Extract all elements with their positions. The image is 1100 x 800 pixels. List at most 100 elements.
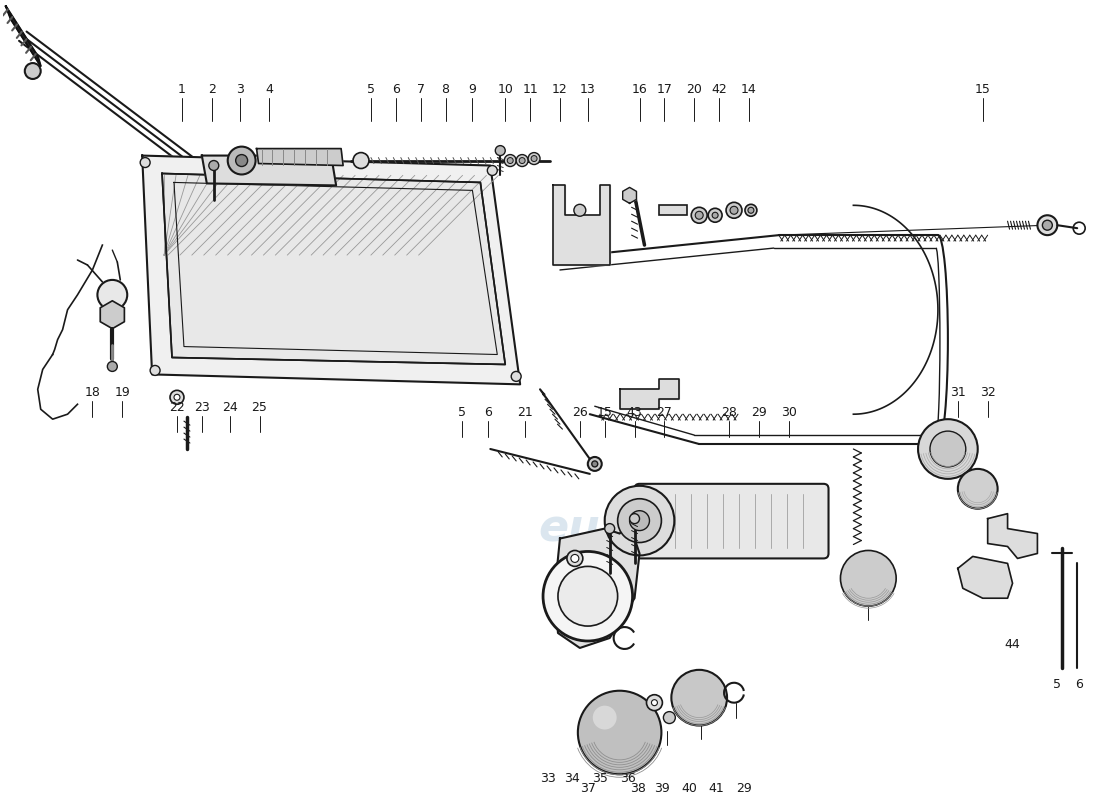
Circle shape xyxy=(495,146,505,155)
Circle shape xyxy=(543,551,632,641)
Text: 5: 5 xyxy=(1054,678,1062,690)
Circle shape xyxy=(651,700,658,706)
Circle shape xyxy=(98,280,128,310)
Circle shape xyxy=(174,394,180,400)
Text: 9: 9 xyxy=(469,83,476,96)
Text: 17: 17 xyxy=(657,83,672,96)
Text: 42: 42 xyxy=(712,83,727,96)
Circle shape xyxy=(353,153,369,169)
Text: 34: 34 xyxy=(564,772,580,786)
Text: 32: 32 xyxy=(980,386,996,399)
Circle shape xyxy=(726,202,742,218)
Text: 14: 14 xyxy=(741,83,757,96)
Polygon shape xyxy=(958,557,1012,598)
Text: 13: 13 xyxy=(580,83,596,96)
Circle shape xyxy=(487,166,497,175)
Circle shape xyxy=(730,206,738,214)
Text: 19: 19 xyxy=(114,386,130,399)
Circle shape xyxy=(691,207,707,223)
Circle shape xyxy=(593,706,617,730)
Text: 29: 29 xyxy=(751,406,767,419)
Text: 1: 1 xyxy=(178,83,186,96)
Text: 31: 31 xyxy=(950,386,966,399)
Text: 28: 28 xyxy=(722,406,737,419)
Circle shape xyxy=(235,154,248,166)
Text: 38: 38 xyxy=(629,782,646,795)
Circle shape xyxy=(150,366,161,375)
Circle shape xyxy=(592,461,597,467)
Text: 3: 3 xyxy=(235,83,243,96)
Circle shape xyxy=(918,419,978,479)
Text: 40: 40 xyxy=(681,782,697,795)
Circle shape xyxy=(617,498,661,542)
Circle shape xyxy=(108,362,118,371)
Circle shape xyxy=(930,431,966,467)
Text: 29: 29 xyxy=(736,782,751,795)
Polygon shape xyxy=(162,174,505,365)
Circle shape xyxy=(958,469,998,509)
Polygon shape xyxy=(6,6,41,66)
Circle shape xyxy=(605,524,615,534)
Polygon shape xyxy=(201,155,337,186)
Circle shape xyxy=(566,550,583,566)
Text: 22: 22 xyxy=(169,401,185,414)
Circle shape xyxy=(574,204,586,216)
Circle shape xyxy=(671,670,727,726)
Circle shape xyxy=(840,550,896,606)
Circle shape xyxy=(25,63,41,79)
Circle shape xyxy=(605,486,674,555)
Polygon shape xyxy=(553,186,609,265)
Text: 8: 8 xyxy=(441,83,450,96)
Circle shape xyxy=(558,566,617,626)
Text: 37: 37 xyxy=(580,782,596,795)
Text: 43: 43 xyxy=(627,406,642,419)
Circle shape xyxy=(516,154,528,166)
Text: 18: 18 xyxy=(85,386,100,399)
Circle shape xyxy=(629,514,639,524)
Polygon shape xyxy=(556,524,639,648)
Text: 16: 16 xyxy=(631,83,648,96)
Text: 5: 5 xyxy=(367,83,375,96)
Polygon shape xyxy=(988,514,1037,558)
Circle shape xyxy=(629,510,649,530)
Text: 30: 30 xyxy=(781,406,796,419)
Polygon shape xyxy=(142,155,520,384)
Circle shape xyxy=(170,390,184,404)
Circle shape xyxy=(745,204,757,216)
Text: 15: 15 xyxy=(597,406,613,419)
Polygon shape xyxy=(619,379,680,410)
Circle shape xyxy=(512,371,521,382)
Circle shape xyxy=(531,155,537,162)
Text: 24: 24 xyxy=(222,401,238,414)
Circle shape xyxy=(708,208,722,222)
Circle shape xyxy=(507,158,514,163)
Text: 6: 6 xyxy=(484,406,493,419)
Text: 7: 7 xyxy=(417,83,425,96)
Bar xyxy=(659,206,688,215)
Polygon shape xyxy=(100,301,124,329)
Circle shape xyxy=(504,154,516,166)
Circle shape xyxy=(695,211,703,219)
Text: 35: 35 xyxy=(592,772,607,786)
Text: 26: 26 xyxy=(572,406,587,419)
FancyBboxPatch shape xyxy=(635,484,828,558)
Text: 41: 41 xyxy=(708,782,724,795)
Text: 6: 6 xyxy=(392,83,399,96)
Text: 11: 11 xyxy=(522,83,538,96)
Text: 25: 25 xyxy=(252,401,267,414)
Text: 4: 4 xyxy=(265,83,274,96)
Polygon shape xyxy=(256,149,343,166)
Text: 20: 20 xyxy=(686,83,702,96)
Text: 27: 27 xyxy=(657,406,672,419)
Text: eurospares: eurospares xyxy=(539,507,820,550)
Text: 39: 39 xyxy=(654,782,670,795)
Circle shape xyxy=(578,690,661,774)
Circle shape xyxy=(712,212,718,218)
Text: 6: 6 xyxy=(1076,678,1084,690)
Text: 36: 36 xyxy=(619,772,636,786)
Text: 23: 23 xyxy=(194,401,210,414)
Polygon shape xyxy=(623,187,637,203)
Circle shape xyxy=(571,554,579,562)
Circle shape xyxy=(647,694,662,710)
Text: 12: 12 xyxy=(552,83,568,96)
